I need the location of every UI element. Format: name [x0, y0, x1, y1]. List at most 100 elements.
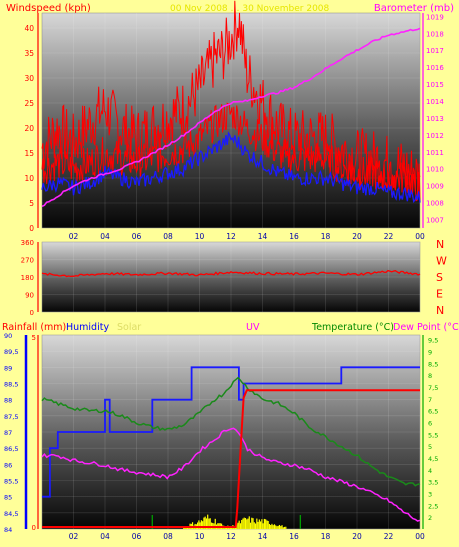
barometer-tick-label: 1012 [426, 132, 444, 140]
rht-series-group [41, 366, 421, 529]
temperature-tick-label: 2 [428, 514, 432, 522]
temperature-tick-label: 8 [428, 372, 432, 380]
rht-x-tick-label: 12 [226, 532, 236, 541]
barometer-tick-label: 1013 [426, 115, 444, 123]
barometer-line [41, 27, 421, 208]
windspeed-tick-label: 40 [24, 24, 34, 33]
windspeed-tick-label: 15 [24, 149, 34, 158]
rht-x-tick-label: 04 [100, 532, 110, 541]
windspeed-tick-label: 20 [24, 124, 34, 133]
humidity-tick-label: 84,5 [4, 510, 18, 518]
humidity-tick-label: 87 [4, 429, 12, 437]
wind-gust-line [41, 0, 421, 202]
humidity-tick-label: 85 [4, 494, 12, 502]
wind-x-tick-label: 22 [384, 232, 394, 241]
windspeed-tick-label: 5 [29, 199, 34, 208]
legend-solar: Solar [117, 322, 141, 333]
legend-rainfall: Rainfall (mm) [2, 322, 66, 333]
wind-x-tick-label: 20 [352, 232, 362, 241]
direction-tick-label: 270 [21, 257, 34, 265]
barometer-tick-label: 1009 [426, 183, 444, 191]
windspeed-tick-label: 35 [24, 49, 34, 58]
humidity-line [42, 366, 420, 498]
temperature-tick-label: 4 [428, 467, 432, 475]
direction-tick-labels: 0 90 180 270 360 [21, 239, 39, 317]
wind-x-tick-label: 06 [132, 232, 142, 241]
legend-temperature: Temperature (°C) [311, 322, 394, 333]
barometer-tick-label: 1015 [426, 81, 444, 89]
temperature-tick-label: 6 [428, 420, 432, 428]
compass-letter: W [436, 255, 447, 268]
rht-x-tick-label: 18 [321, 532, 331, 541]
rht-x-tick-label: 08 [163, 532, 173, 541]
compass-letter: S [436, 271, 443, 284]
barometer-axis-label: Barometer (mb) [374, 3, 454, 14]
windspeed-tick-label: 0 [29, 224, 34, 233]
rht-x-tick-label: 00 [415, 532, 425, 541]
legend-humidity: Humidity [66, 322, 109, 333]
temperature-tick-label: 2,5 [428, 502, 438, 510]
direction-gridlines [42, 241, 421, 313]
temperature-tick-label: 7,5 [428, 384, 438, 392]
direction-plot-area [41, 241, 421, 313]
humidity-tick-label: 89,5 [4, 348, 18, 356]
wind-x-tick-label: 04 [100, 232, 110, 241]
humidity-tick-label: 88,5 [4, 381, 18, 389]
temperature-line [41, 376, 421, 487]
wind-x-tick-label: 14 [258, 232, 268, 241]
direction-tick-label: 90 [25, 292, 34, 300]
barometer-tick-label: 1008 [426, 200, 444, 208]
humidity-tick-label: 90 [4, 332, 12, 340]
windspeed-tick-labels: 0 5 10 15 20 25 30 35 40 [24, 13, 39, 233]
rht-x-tick-label: 20 [352, 532, 362, 541]
temperature-tick-label: 7 [428, 396, 432, 404]
temperature-tick-label: 3,5 [428, 479, 438, 487]
barometer-tick-label: 1017 [426, 47, 444, 55]
rht-x-tick-label: 06 [132, 532, 142, 541]
dew-point-line [41, 427, 421, 522]
temperature-tick-label: 5 [428, 443, 432, 451]
rainfall-line [42, 389, 420, 528]
wind-x-tick-label: 10 [195, 232, 205, 241]
wind-direction-line [41, 269, 421, 278]
wind-series-group [41, 0, 421, 208]
legend-uv: UV [246, 322, 260, 333]
windspeed-tick-label: 25 [24, 99, 34, 108]
barometer-tick-label: 1016 [426, 64, 444, 72]
compass-letter: N [436, 304, 444, 317]
direction-tick-label: 180 [21, 274, 34, 282]
wind-speed-line [41, 102, 421, 202]
humidity-tick-label: 88 [4, 397, 12, 405]
direction-tick-label: 360 [21, 239, 34, 247]
wind-x-tick-label: 18 [321, 232, 331, 241]
barometer-tick-label: 1011 [426, 149, 444, 157]
temperature-tick-labels: 2 2,5 3 3,5 4 4,5 5 5,5 6 6,5 7 7,5 8 8,5 9 9,5 [422, 335, 438, 529]
temperature-tick-label: 3 [428, 491, 432, 499]
rht-x-tick-label: 22 [384, 532, 394, 541]
compass-letter: E [436, 288, 443, 301]
chart-title: 00 Nov 2008 … 30 November 2008 [170, 4, 330, 14]
temperature-tick-label: 9 [428, 349, 432, 357]
temperature-tick-label: 4,5 [428, 455, 438, 463]
humidity-tick-label: 89 [4, 364, 12, 372]
barometer-tick-label: 1019 [426, 13, 444, 21]
humidity-tick-labels: 84 84,5 85 85,5 86 86,5 87 87,5 88 88,5 89 89,5 90 [4, 332, 28, 534]
rht-x-tick-label: 14 [258, 532, 268, 541]
temperature-tick-label: 9,5 [428, 337, 438, 345]
windspeed-axis-label: Windspeed (kph) [6, 3, 91, 14]
wind-x-tick-label: 02 [69, 232, 79, 241]
humidity-tick-label: 86,5 [4, 445, 18, 453]
direction-tick-label: 0 [30, 309, 34, 317]
barometer-tick-label: 1007 [426, 217, 444, 225]
rht-x-tick-label: 02 [69, 532, 79, 541]
barometer-tick-label: 1014 [426, 98, 444, 106]
rain-tick-label: 0 [32, 524, 36, 532]
wind-x-tick-label: 08 [163, 232, 173, 241]
rht-x-tick-labels: 02 04 06 08 10 12 14 16 18 20 22 00 [69, 532, 425, 541]
wind-x-tick-label: 00 [415, 232, 425, 241]
legend-dew-point: Dew Point (°C) [393, 322, 459, 333]
barometer-tick-labels: 1007 1008 1009 1010 1011 1012 1013 1014 1015 1016… [422, 13, 444, 228]
humidity-tick-label: 84 [4, 526, 12, 534]
